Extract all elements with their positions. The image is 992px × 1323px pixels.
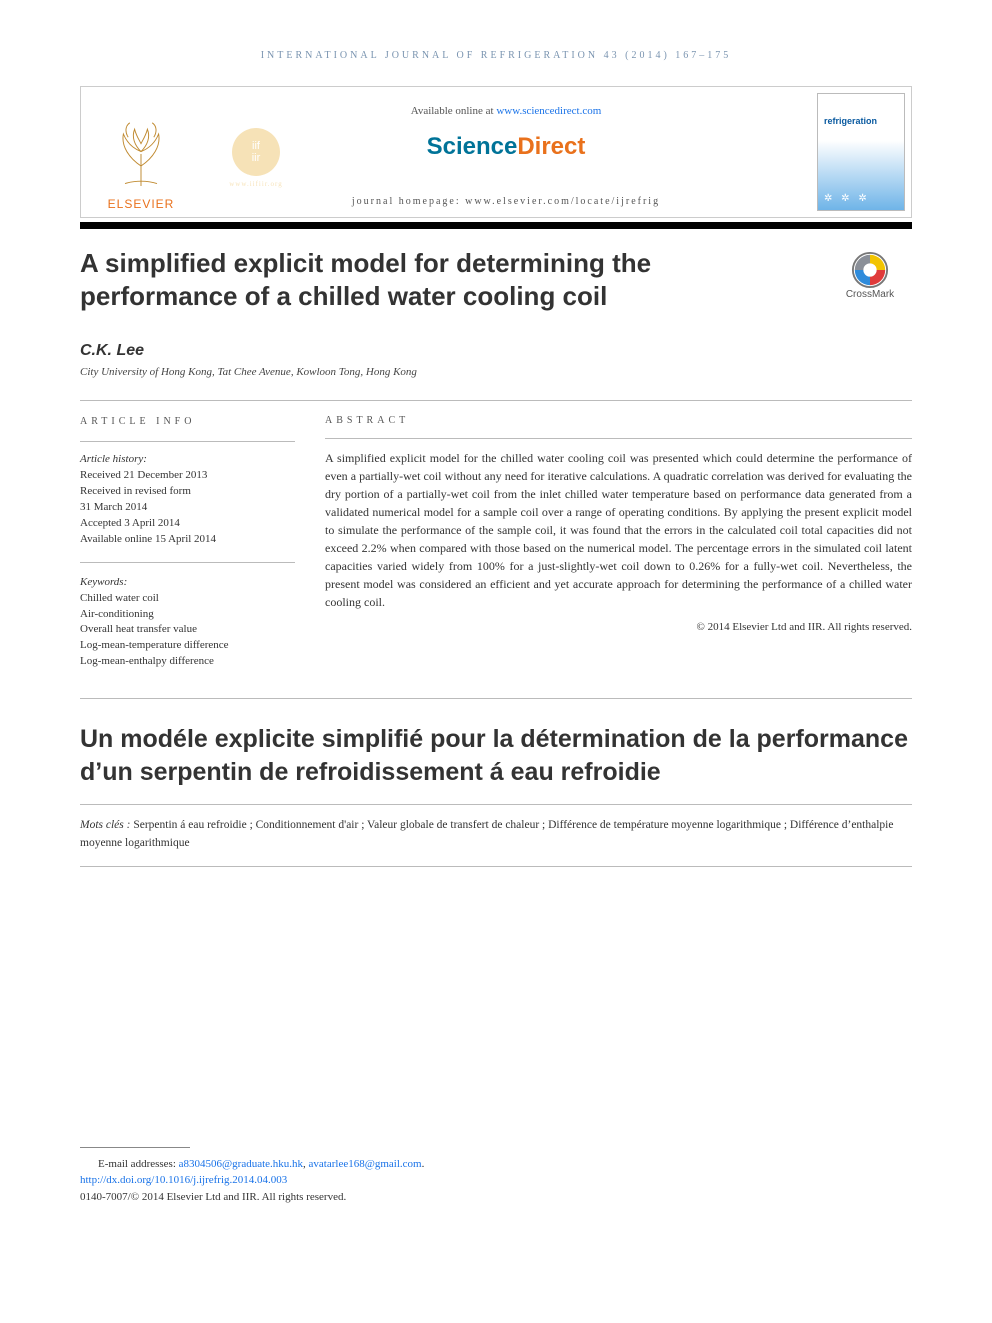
crossmark-label: CrossMark <box>846 289 894 300</box>
journal-cover-thumb: refrigeration ✲ ✲ ✲ <box>817 93 905 211</box>
iif-iir-badge: iif iir www.iifiir.org <box>211 123 301 193</box>
article-page: international journal of refrigeration 4… <box>0 0 992 1245</box>
abstract-text: A simplified explicit model for the chil… <box>325 449 912 611</box>
banner-left: ELSEVIER <box>81 87 201 217</box>
mots-cles-label: Mots clés : <box>80 819 133 831</box>
divider <box>80 562 295 563</box>
black-divider-bar <box>80 222 912 229</box>
iif-text-top: iif <box>252 140 260 152</box>
cover-snowflakes-icon: ✲ ✲ ✲ <box>824 193 898 204</box>
author-name: C.K. Lee <box>80 342 912 360</box>
title-row: A simplified explicit model for determin… <box>80 247 912 314</box>
mots-cles-text: Serpentin á eau refroidie ; Conditionnem… <box>80 819 893 848</box>
email-label: E-mail addresses: <box>98 1158 179 1170</box>
keyword-item: Overall heat transfer value <box>80 622 295 638</box>
journal-banner: ELSEVIER iif iir www.iifiir.org Availabl… <box>80 86 912 218</box>
history-received: Received 21 December 2013 <box>80 468 295 484</box>
elsevier-wordmark: ELSEVIER <box>108 197 175 211</box>
divider <box>80 804 912 805</box>
history-accepted: Accepted 3 April 2014 <box>80 516 295 532</box>
sd-logo-right: Direct <box>517 133 585 160</box>
iif-text-bottom: iir <box>252 152 261 164</box>
journal-homepage-line: journal homepage: www.elsevier.com/locat… <box>352 196 660 207</box>
email-line: E-mail addresses: a8304506@graduate.hku.… <box>98 1156 912 1173</box>
elsevier-tree-icon <box>96 105 186 195</box>
divider <box>80 698 912 699</box>
sd-logo-left: Science <box>427 133 518 160</box>
sciencedirect-logo[interactable]: ScienceDirect <box>427 133 586 161</box>
abstract-column: abstract A simplified explicit model for… <box>325 415 912 671</box>
history-revised-line2: 31 March 2014 <box>80 500 295 516</box>
email-link-2[interactable]: avatarlee168@gmail.com <box>309 1158 422 1170</box>
abstract-copyright: © 2014 Elsevier Ltd and IIR. All rights … <box>325 621 912 633</box>
keyword-item: Log-mean-enthalpy difference <box>80 654 295 670</box>
email-end: . <box>422 1158 425 1170</box>
keyword-item: Log-mean-temperature difference <box>80 638 295 654</box>
keyword-item: Chilled water coil <box>80 591 295 607</box>
history-revised-line1: Received in revised form <box>80 484 295 500</box>
article-history-label: Article history: <box>80 452 295 468</box>
article-info-heading: article info <box>80 415 295 430</box>
iif-url: www.iifiir.org <box>229 180 282 188</box>
author-affiliation: City University of Hong Kong, Tat Chee A… <box>80 366 912 378</box>
info-abstract-row: article info Article history: Received 2… <box>80 415 912 671</box>
crossmark-icon <box>851 251 889 289</box>
french-title: Un modéle explicite simplifié pour la dé… <box>80 723 912 788</box>
vertical-spacer <box>80 867 912 1147</box>
sciencedirect-link[interactable]: www.sciencedirect.com <box>496 105 601 117</box>
footnote-divider <box>80 1147 190 1148</box>
issn-copyright-line: 0140-7007/© 2014 Elsevier Ltd and IIR. A… <box>80 1189 912 1206</box>
doi-link[interactable]: http://dx.doi.org/10.1016/j.ijrefrig.201… <box>80 1174 287 1186</box>
history-online: Available online 15 April 2014 <box>80 532 295 548</box>
available-online-line: Available online at www.sciencedirect.co… <box>411 101 602 119</box>
iif-circle-icon: iif iir <box>232 128 280 176</box>
running-head: international journal of refrigeration 4… <box>80 50 912 61</box>
email-link-1[interactable]: a8304506@graduate.hku.hk <box>179 1158 303 1170</box>
cover-title: refrigeration <box>824 116 877 126</box>
available-prefix: Available online at <box>411 105 497 117</box>
article-info-column: article info Article history: Received 2… <box>80 415 295 671</box>
banner-right: refrigeration ✲ ✲ ✲ <box>811 87 911 217</box>
crossmark-badge[interactable]: CrossMark <box>828 251 912 300</box>
divider <box>80 400 912 401</box>
article-title: A simplified explicit model for determin… <box>80 247 808 314</box>
mots-cles-block: Mots clés : Serpentin á eau refroidie ; … <box>80 817 912 852</box>
keywords-label: Keywords: <box>80 575 295 591</box>
banner-center: iif iir www.iifiir.org Available online … <box>201 87 811 217</box>
page-footer: E-mail addresses: a8304506@graduate.hku.… <box>80 1156 912 1206</box>
keyword-item: Air-conditioning <box>80 607 295 623</box>
doi-line: http://dx.doi.org/10.1016/j.ijrefrig.201… <box>80 1172 912 1189</box>
abstract-heading: abstract <box>325 415 912 426</box>
